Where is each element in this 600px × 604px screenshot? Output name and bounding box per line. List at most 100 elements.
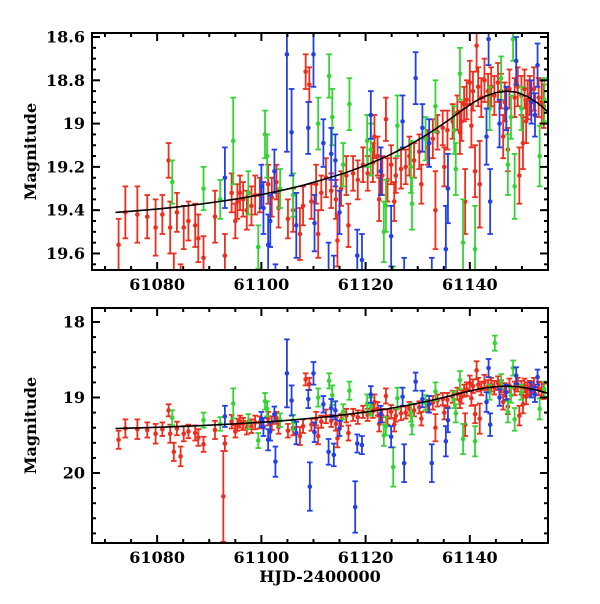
data-point [469,123,474,129]
data-point [368,392,374,397]
data-point [289,129,294,135]
x-tick-label: 61140 [442,548,498,567]
data-point [284,52,290,57]
data-point [383,393,389,399]
data-point [388,434,394,440]
data-point [311,371,316,376]
blue-photometry-series [222,338,541,534]
data-point [259,184,264,189]
data-point [249,423,254,429]
data-point [390,464,396,470]
data-point [144,427,150,433]
data-point [376,197,382,202]
data-point [354,253,360,258]
data-point [265,416,271,421]
data-point [508,114,514,120]
data-point [433,425,438,430]
data-point [515,84,521,90]
data-point [285,216,291,222]
data-point [230,401,236,406]
data-point [233,218,238,224]
data-point [398,166,404,172]
data-point [523,119,529,124]
data-point [285,428,291,434]
data-point [495,80,501,85]
data-point [305,396,311,402]
data-point [365,171,370,176]
data-point [426,401,432,407]
y-tick-label: 18 [63,312,85,331]
data-point [445,397,450,403]
data-point [166,158,171,163]
data-point [267,429,273,434]
data-point [512,184,517,189]
data-point [222,253,228,258]
data-point [537,153,542,159]
data-point [472,246,478,252]
data-point [487,199,493,204]
x-axis-title: HJD-2400000 [259,567,380,586]
data-point [486,36,491,42]
data-point [500,134,506,139]
data-point [510,36,516,42]
data-point [337,426,342,431]
data-point [272,411,277,417]
data-point [368,404,374,409]
data-point [315,121,321,126]
data-point [520,140,526,146]
data-point [520,401,526,407]
data-point [457,377,463,383]
data-point [315,433,321,439]
data-point [429,460,435,466]
data-point [460,240,466,245]
data-point [196,435,201,440]
data-point [166,408,171,413]
data-point [222,441,228,446]
data-point [441,410,447,415]
data-point [311,52,316,57]
data-point [303,69,308,74]
data-point [400,394,405,400]
data-point [273,459,278,464]
x-tick-label: 61080 [129,548,185,567]
data-point [472,168,478,174]
data-point [307,82,312,87]
data-point [419,416,424,421]
data-point [135,212,140,217]
data-point [333,197,339,202]
data-point [469,395,474,401]
data-point [472,438,478,444]
data-point [409,423,415,428]
data-point [420,396,425,402]
data-point [508,392,514,398]
data-point [321,140,326,146]
data-point [246,190,251,196]
data-point [519,106,524,111]
data-point [453,166,459,172]
data-point [192,430,198,436]
data-point [487,389,492,395]
data-point [222,414,228,419]
data-point [403,164,409,170]
data-point [525,97,530,103]
data-point [513,58,519,64]
x-tick-label: 61080 [129,275,185,294]
data-point [507,86,512,92]
data-point [181,431,187,437]
data-point [329,114,335,120]
data-point [297,433,303,439]
data-point [354,441,360,446]
data-point [160,426,165,432]
y-axis-title: Magnitude [21,103,40,200]
data-point [312,220,317,226]
data-point [542,386,547,392]
data-point [181,225,187,230]
axes-frame [91,32,549,271]
axes-frame [91,307,549,544]
data-point [255,438,261,443]
data-point [477,181,483,187]
y-tick-label: 19 [63,114,85,133]
data-point [347,101,352,107]
data-point [315,231,321,237]
